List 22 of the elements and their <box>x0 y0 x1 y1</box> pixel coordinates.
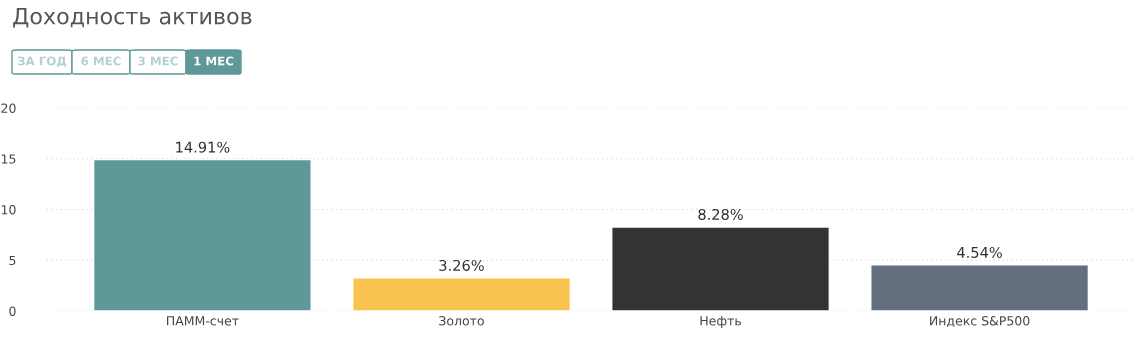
data-label: 4.54% <box>957 246 1002 258</box>
x-tick-label: Золото <box>439 316 484 326</box>
bar <box>351 277 571 311</box>
chart-title: Доходность активов <box>13 7 252 28</box>
data-label: 8.28% <box>698 208 743 220</box>
bar <box>92 158 312 311</box>
text: 1 МЕС <box>194 56 234 66</box>
y-tick-label: 5 <box>9 255 16 266</box>
y-tick-label: 20 <box>1 103 16 113</box>
text: 6 МЕС <box>81 56 121 66</box>
x-tick-label: ПАММ-счет <box>167 316 239 326</box>
y-tick-label: 15 <box>1 154 16 164</box>
x-tick-label: Нефть <box>700 316 741 328</box>
data-label: 3.26% <box>439 259 484 271</box>
text: ЗА ГОД <box>17 56 67 68</box>
data-label: 14.91% <box>176 141 230 153</box>
y-tick-label: 10 <box>1 204 16 215</box>
y-tick-label: 0 <box>9 306 16 316</box>
text: 3 МЕС <box>138 56 178 66</box>
bar <box>611 226 831 311</box>
bar <box>870 264 1090 311</box>
x-tick-label: Индекс S&P500 <box>930 316 1030 328</box>
